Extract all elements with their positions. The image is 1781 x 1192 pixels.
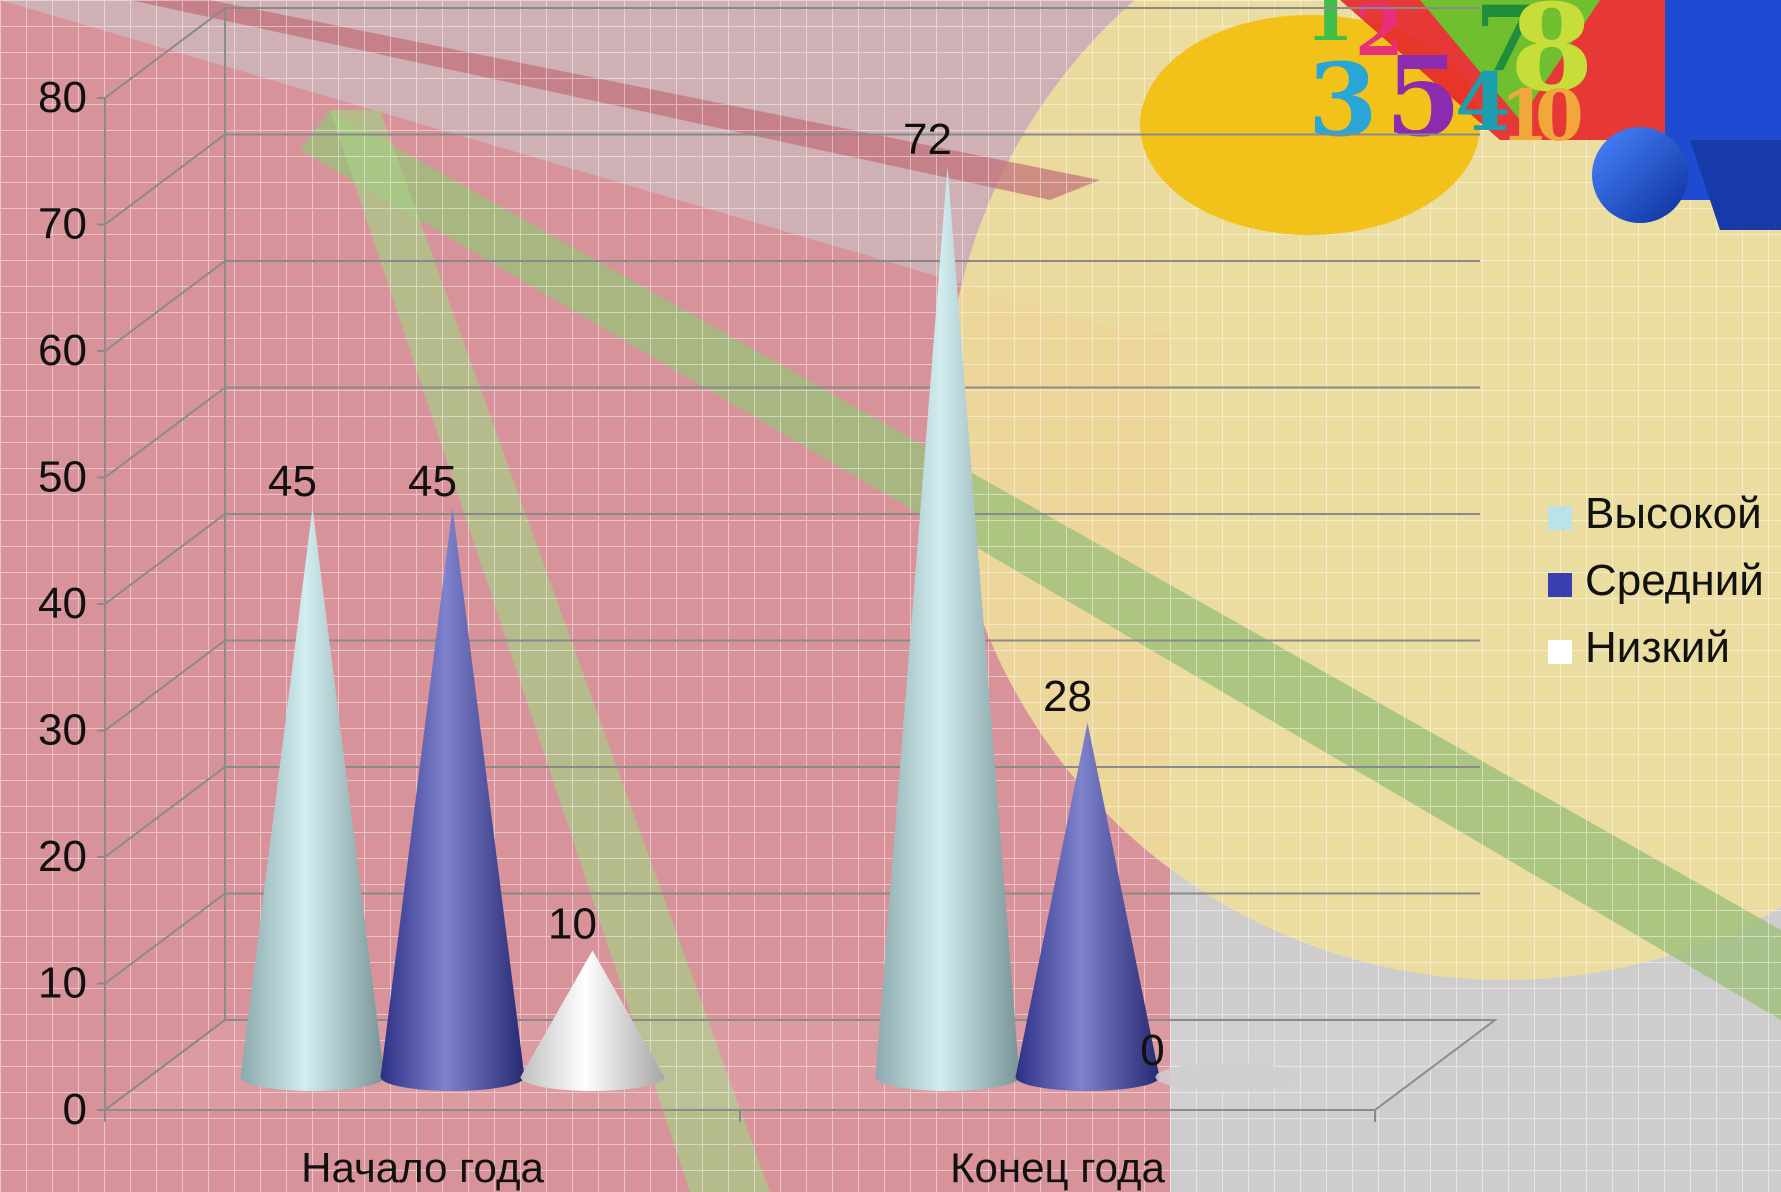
cone-body [1015, 722, 1160, 1091]
cone-Высокой [875, 166, 1020, 1091]
gridline [104, 133, 1480, 226]
legend-label: Высокой [1585, 489, 1762, 538]
legend-label: Низкий [1585, 623, 1730, 672]
x-axis-labels: Начало года Конец года [301, 1144, 1165, 1191]
svg-text:1: 1 [1305, 0, 1354, 57]
y-tick-label: 20 [38, 832, 87, 881]
data-label: 10 [548, 900, 597, 949]
legend: Высокой Средний Низкий [1548, 489, 1764, 672]
svg-text:0: 0 [1535, 74, 1584, 157]
gridline [104, 766, 1480, 858]
y-tick-label: 30 [38, 706, 87, 755]
chart-cones [240, 166, 1300, 1091]
cone-body [875, 166, 1020, 1091]
blue-ball-clipart [1592, 127, 1688, 223]
y-tick-label: 50 [38, 453, 87, 502]
svg-text:5: 5 [1385, 32, 1462, 161]
green-triangle-clipart [1420, 0, 1600, 120]
gridline [104, 639, 1480, 732]
gridline [104, 386, 1480, 479]
y-axis-ticks: 0 10 20 30 40 50 60 70 80 [38, 73, 1376, 1134]
x-category-label: Начало года [301, 1144, 544, 1191]
data-labels: 45 45 10 72 28 0 [268, 115, 1165, 1075]
y-tick-label: 10 [38, 959, 87, 1008]
legend-swatch [1548, 640, 1572, 664]
legend-label: Средний [1585, 556, 1764, 605]
cone-base-flat [1155, 1063, 1300, 1091]
cone-Высокой [240, 507, 385, 1091]
blue-block-base-clipart [1690, 140, 1781, 230]
cone-Средний [1015, 722, 1160, 1091]
cone-Низкий [520, 950, 665, 1091]
cone-body [520, 950, 665, 1091]
data-label: 45 [268, 457, 317, 506]
svg-text:7: 7 [1475, 0, 1538, 92]
y-tick-label: 60 [38, 326, 87, 375]
x-category-label: Конец года [950, 1144, 1165, 1191]
svg-text:4: 4 [1455, 55, 1511, 149]
data-label: 45 [408, 457, 457, 506]
svg-text:2: 2 [1355, 0, 1404, 72]
svg-text:3: 3 [1308, 41, 1378, 159]
legend-swatch [1548, 506, 1572, 530]
cone-Средний [380, 507, 525, 1091]
data-label: 72 [903, 115, 952, 164]
y-tick-label: 40 [38, 579, 87, 628]
gridline [104, 7, 1480, 99]
gridline [104, 513, 1480, 605]
numbers-clipart: 1 2 3 5 4 7 8 1 0 [1305, 0, 1594, 161]
y-tick-label: 70 [38, 200, 87, 249]
cone-body [240, 507, 385, 1091]
legend-swatch [1548, 573, 1572, 597]
data-label: 0 [1140, 1026, 1164, 1075]
svg-text:1: 1 [1500, 74, 1549, 157]
gridline [104, 260, 1480, 352]
svg-text:8: 8 [1510, 0, 1594, 119]
y-tick-label: 0 [63, 1085, 87, 1134]
yellow-disc-clipart [1140, 15, 1480, 235]
cone-Низкий [1155, 1063, 1300, 1091]
cone-body [380, 507, 525, 1091]
y-tick-label: 80 [38, 73, 87, 122]
data-label: 28 [1043, 672, 1092, 721]
